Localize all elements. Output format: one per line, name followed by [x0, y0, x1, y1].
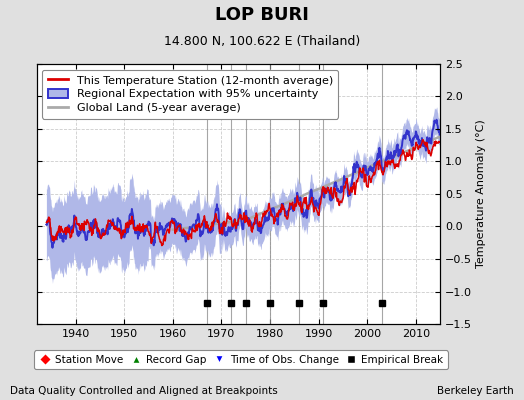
- Legend: This Temperature Station (12-month average), Regional Expectation with 95% uncer: This Temperature Station (12-month avera…: [42, 70, 339, 119]
- Legend: Station Move, Record Gap, Time of Obs. Change, Empirical Break: Station Move, Record Gap, Time of Obs. C…: [34, 350, 448, 369]
- Text: Data Quality Controlled and Aligned at Breakpoints: Data Quality Controlled and Aligned at B…: [10, 386, 278, 396]
- Y-axis label: Temperature Anomaly (°C): Temperature Anomaly (°C): [476, 120, 486, 268]
- Text: Berkeley Earth: Berkeley Earth: [437, 386, 514, 396]
- Text: 14.800 N, 100.622 E (Thailand): 14.800 N, 100.622 E (Thailand): [164, 35, 360, 48]
- Text: LOP BURI: LOP BURI: [215, 6, 309, 24]
